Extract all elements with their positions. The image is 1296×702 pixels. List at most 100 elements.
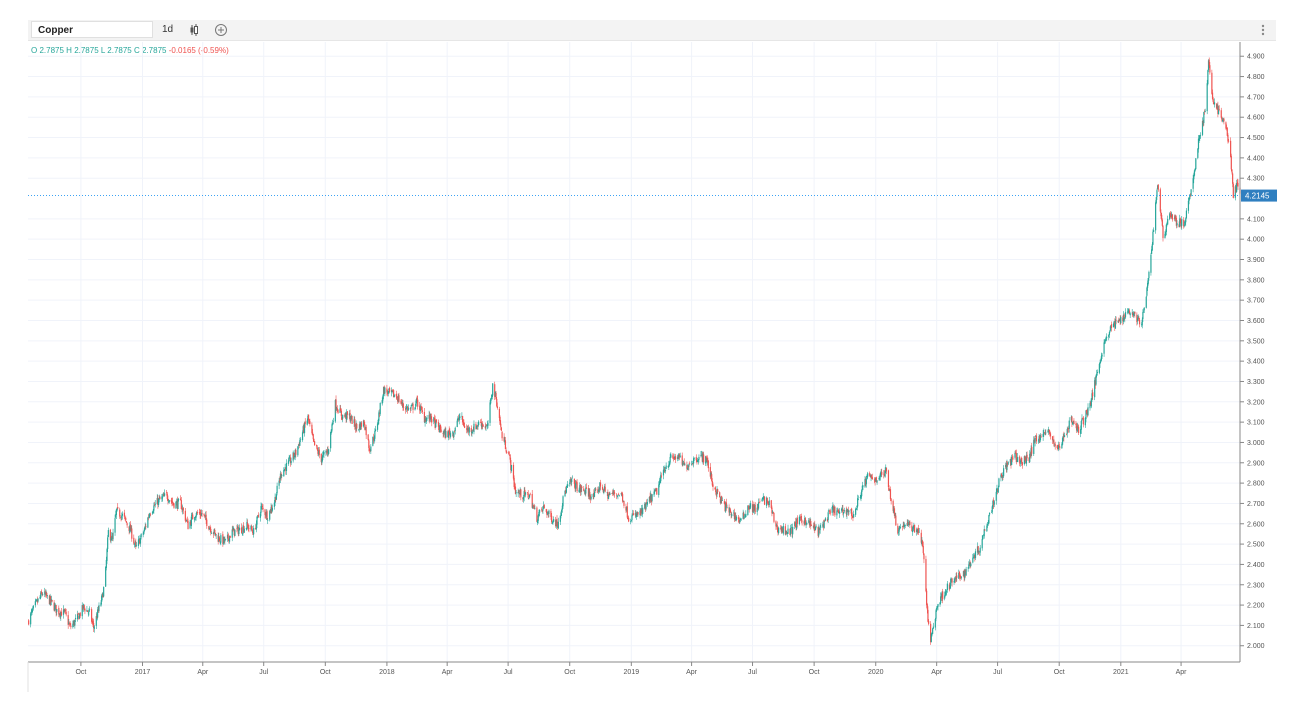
candle-body — [307, 414, 310, 421]
candle-body — [1078, 426, 1080, 433]
candle-body — [932, 626, 934, 629]
candle-body — [454, 427, 456, 432]
symbol-search-input[interactable]: Copper — [31, 21, 153, 38]
candlestick-icon[interactable] — [186, 22, 202, 38]
candle-body — [369, 450, 371, 451]
candle-body — [1185, 218, 1187, 223]
candle-body — [1136, 314, 1138, 323]
candle-body — [845, 510, 847, 514]
candle-body — [646, 502, 648, 504]
candle-body — [1061, 438, 1064, 445]
candle-body — [623, 501, 625, 506]
candle-body — [325, 451, 327, 453]
price-tick-label: 2.900 — [1247, 460, 1265, 467]
candle-body — [449, 431, 451, 436]
candle-body — [808, 520, 811, 525]
candle-body — [599, 482, 601, 491]
candle-body — [462, 421, 464, 423]
candle-body — [1161, 219, 1163, 226]
candle-body — [630, 520, 632, 522]
candle-body — [636, 512, 638, 515]
candle-body — [712, 484, 714, 487]
candle-body — [1230, 155, 1232, 170]
candle-body — [603, 486, 606, 491]
candle-body — [870, 475, 872, 478]
candle-body — [186, 520, 188, 522]
candle-body — [1019, 456, 1021, 464]
candle-body — [735, 515, 737, 519]
candle-body — [1096, 373, 1098, 376]
candle-body — [893, 508, 896, 516]
candle-body — [543, 505, 545, 508]
candle-body — [393, 390, 395, 398]
candle-body — [739, 518, 742, 521]
candle-body — [677, 455, 679, 459]
candle-body — [153, 504, 156, 506]
interval-button[interactable]: 1d — [162, 24, 174, 35]
candle-body — [859, 497, 861, 498]
candle-body — [528, 494, 531, 498]
candle-body — [883, 473, 886, 477]
candle-body — [400, 400, 402, 404]
candle-body — [888, 487, 890, 491]
candle-body — [1025, 459, 1027, 464]
candle-body — [584, 491, 586, 494]
candle-body — [349, 412, 351, 421]
candle-body — [228, 536, 231, 542]
candle-body — [482, 423, 484, 426]
candle-body — [763, 496, 766, 505]
candle-body — [1193, 174, 1195, 180]
plus-circle-icon[interactable] — [213, 22, 229, 38]
candle-body — [180, 498, 182, 501]
candle-body — [1213, 102, 1215, 105]
candle-body — [857, 499, 859, 500]
candle-body — [765, 497, 768, 506]
candle-body — [711, 474, 713, 481]
candle-body — [627, 518, 629, 519]
candle-body — [855, 508, 857, 515]
candle-body — [724, 502, 726, 512]
candle-body — [607, 495, 610, 499]
candle-body — [595, 488, 597, 490]
candle-body — [912, 527, 914, 531]
candle-body — [711, 481, 713, 486]
candle-body — [920, 532, 922, 543]
candle-body — [1228, 140, 1230, 142]
candle-body — [54, 605, 56, 611]
candle-body — [553, 519, 555, 522]
candle-body — [1010, 459, 1012, 466]
candle-body — [743, 513, 745, 516]
price-tick-label: 4.500 — [1247, 135, 1265, 142]
candle-body — [1087, 407, 1089, 416]
candle-body — [159, 496, 161, 500]
candle-body — [1143, 307, 1145, 311]
price-tick-label: 4.100 — [1247, 216, 1265, 223]
candle-body — [1235, 186, 1237, 193]
candle-body — [279, 473, 282, 480]
more-vertical-icon[interactable] — [1255, 22, 1271, 38]
candle-body — [124, 517, 126, 519]
candle-body — [982, 535, 985, 536]
candle-body — [822, 524, 824, 527]
candle-body — [72, 621, 75, 625]
candle-body — [326, 451, 328, 453]
candle-body — [471, 431, 473, 434]
candle-body — [1134, 311, 1136, 314]
candle-body — [893, 508, 895, 512]
candle-body — [1151, 244, 1153, 251]
candle-body — [346, 411, 349, 415]
candle-body — [608, 494, 610, 496]
candle-body — [414, 407, 416, 410]
candle-body — [321, 458, 323, 463]
candle-body — [37, 598, 39, 602]
candle-body — [1146, 282, 1149, 288]
candle-body — [288, 458, 290, 462]
candle-body — [1138, 319, 1141, 325]
candle-body — [157, 498, 160, 505]
candle-body — [299, 438, 302, 440]
candle-body — [496, 406, 498, 408]
candle-body — [1091, 393, 1093, 400]
candle-body — [865, 480, 867, 485]
price-tick-label: 3.500 — [1247, 338, 1265, 345]
